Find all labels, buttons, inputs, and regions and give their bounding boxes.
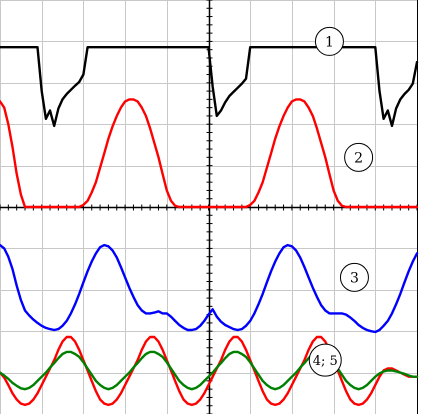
trace-label: 4; 5 xyxy=(313,354,338,369)
label-circle xyxy=(344,142,374,172)
label-circle xyxy=(339,262,369,292)
label-circle xyxy=(314,26,344,56)
series-line-3 xyxy=(0,243,419,334)
trace-label: 1 xyxy=(325,34,334,50)
trace-label: 2 xyxy=(354,150,363,166)
trace-labels: 1 2 3 4; 5 xyxy=(308,26,374,377)
series-line-1 xyxy=(0,46,419,128)
series-line-2 xyxy=(0,98,419,209)
traces xyxy=(0,46,419,407)
label-circle xyxy=(308,343,342,377)
series-line-4 xyxy=(0,335,419,407)
trace-label: 3 xyxy=(350,270,359,286)
series-line-5 xyxy=(0,350,419,391)
